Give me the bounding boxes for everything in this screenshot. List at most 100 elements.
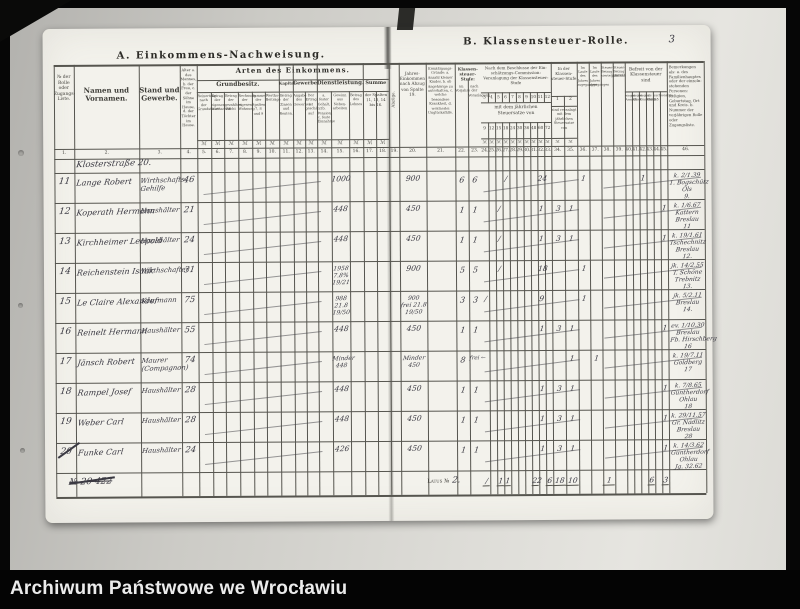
row-name: Reichenstein Isaak: [76, 266, 155, 278]
mark-currency-icon: ℳ: [337, 140, 343, 147]
latus-value: 2.: [451, 475, 462, 486]
column-number: 42.: [639, 147, 647, 153]
rule-vertical: [523, 122, 527, 495]
col-header-jahreseinkommen: Jahres-Einkommen nach Abzug von Spalte 1…: [399, 70, 425, 97]
beschluss-rate-value: 12: [488, 125, 495, 131]
column-number: 45.: [660, 147, 668, 153]
rule-horizontal: [55, 379, 706, 384]
column-number: 43.: [646, 147, 654, 153]
rule-horizontal: [55, 319, 706, 324]
column-number: 12.: [295, 149, 303, 155]
beschluss-rate-value: 36: [523, 125, 530, 131]
row-name: Weber Carl: [77, 417, 125, 428]
row-mark: 1: [580, 173, 587, 183]
row-stand: Haushälter: [141, 445, 182, 455]
rule-horizontal: [56, 438, 707, 444]
column-number: 6.: [215, 149, 220, 155]
col-header-rolle: № der Rolle oder Zugangs-Liste.: [53, 74, 76, 102]
column-number: 16.: [352, 149, 360, 155]
group-header-beschluss: Nach dem Beschlusse der Ein-schätzungs-C…: [483, 64, 549, 86]
row-name: Lange Robert: [75, 176, 133, 188]
row-mark: 1: [538, 323, 545, 334]
row-einkommen: 448: [333, 233, 349, 244]
row-remark: 12.: [682, 252, 693, 261]
subcol-header-kapital: Betrag der Zinsen und Renten.: [279, 93, 293, 116]
column-number: 25.: [488, 148, 496, 154]
latus-mark: 10: [565, 475, 580, 487]
subcol-header-stufe: im Vorjahre: [455, 84, 471, 93]
row-einkommen: 1000: [330, 173, 352, 184]
column-number: 46.: [682, 147, 690, 153]
row-einkommen: 19/50: [332, 308, 351, 317]
subcol-header-gewerbe: Angabe des Gewerbes: [293, 93, 311, 107]
row-remark: 11: [682, 222, 692, 231]
row-alter: 24: [184, 444, 197, 456]
row-alter: 28: [184, 384, 197, 396]
row-mark: 1: [593, 353, 600, 363]
row-number: 19: [59, 416, 73, 428]
column-number: 36.: [579, 147, 587, 153]
column-number: 9.: [256, 149, 261, 155]
mark-currency-icon: ℳ: [255, 140, 262, 147]
row-einkommen: 19/21: [331, 278, 351, 287]
mark-currency-icon: ℳ: [353, 140, 359, 147]
column-number: 1.: [62, 150, 67, 156]
subcol-header-mid: Im Laufe des Jahres zugegangen: [577, 65, 597, 87]
scanner-backdrop: A. Einkommens-Nachweisung. B. Klassenste…: [10, 8, 786, 570]
column-number: 31.: [530, 148, 538, 154]
column-number: 22.: [458, 148, 466, 154]
row-mark: 18: [537, 263, 549, 274]
column-number: 24.: [481, 148, 489, 154]
subcol-header-befreit: wegen Armuth: [625, 93, 637, 102]
mark-currency-icon: ℳ: [214, 140, 221, 147]
col-header-stand: Stand und Gewerbe.: [139, 85, 180, 103]
group-header-dienstleistung: Dienstleistung.: [316, 80, 364, 87]
col-header-abzuege: Abzüge.: [390, 91, 396, 108]
section-b-title: B. Klassensteuer-Rolle.: [463, 35, 630, 48]
row-number: 18: [59, 386, 73, 398]
column-number: 27.: [502, 148, 510, 154]
column-number: 40.: [625, 147, 633, 153]
archive-caption: Archiwum Państwowe we Wrocławiu: [10, 578, 348, 599]
col-header-bemerkungen: Bemerkungen als: a. des Familienhauptes …: [668, 64, 703, 127]
section-a-title: A. Einkommens-Nachweisung.: [116, 49, 326, 62]
row-abzug: 900: [405, 173, 421, 184]
row-stufe-veranlagt: 6: [471, 175, 479, 185]
row-mark: /: [504, 174, 508, 184]
pencil-stroke: [204, 361, 322, 376]
row-number: 11: [58, 176, 71, 188]
row-mark: 1: [538, 233, 545, 244]
row-einkommen: 448: [332, 203, 349, 214]
beschluss-stufe-number: 7: [511, 94, 514, 100]
mark-currency-icon: ℳ: [308, 140, 314, 147]
row-remark: 17: [683, 365, 693, 374]
row-abzug: 450: [406, 413, 423, 424]
row-name: Koperath Hermann: [75, 206, 156, 218]
punch-hole: [18, 150, 24, 156]
beschluss-rate-value: 60: [537, 124, 544, 131]
row-alter: 55: [183, 324, 196, 336]
mark-currency-icon: ℳ: [568, 138, 573, 144]
row-alter: 24: [183, 234, 196, 246]
pencil-stroke: [204, 271, 322, 286]
in-stufe-sub-label: sind veranlagt mit dem jährlichen Steuer…: [551, 107, 577, 130]
subcol-header-dienst: a. fester Gehalt, b. Pension, c. feste E…: [317, 93, 335, 124]
row-einkommen: 448: [333, 323, 350, 334]
column-number: 32.: [537, 147, 545, 154]
mark-currency-icon: ℳ: [201, 141, 207, 148]
group-header-befreit: Befreit von der Klassensteuer sind: [628, 67, 663, 84]
rule-horizontal: [54, 259, 705, 264]
beschluss-rate-value: 48: [530, 125, 537, 131]
subcol-header-grundbesitz: Reinertrag nach der Grundsteuer: [197, 93, 220, 112]
column-number: 7.: [229, 149, 234, 155]
row-remark: 14.: [682, 305, 693, 314]
latus-mark: 1: [602, 475, 616, 486]
street-header: Klosterstraße 20.: [75, 157, 153, 171]
row-name: Jänsch Robert: [76, 356, 136, 368]
mark-currency-icon: ℳ: [510, 139, 515, 145]
latus-mark: /: [482, 476, 491, 487]
row-einkommen: 426: [334, 443, 350, 454]
row-stand: Haushälter: [140, 205, 180, 215]
beschluss-stufe-number: 4: [490, 94, 493, 100]
row-mark: 1: [539, 413, 546, 424]
